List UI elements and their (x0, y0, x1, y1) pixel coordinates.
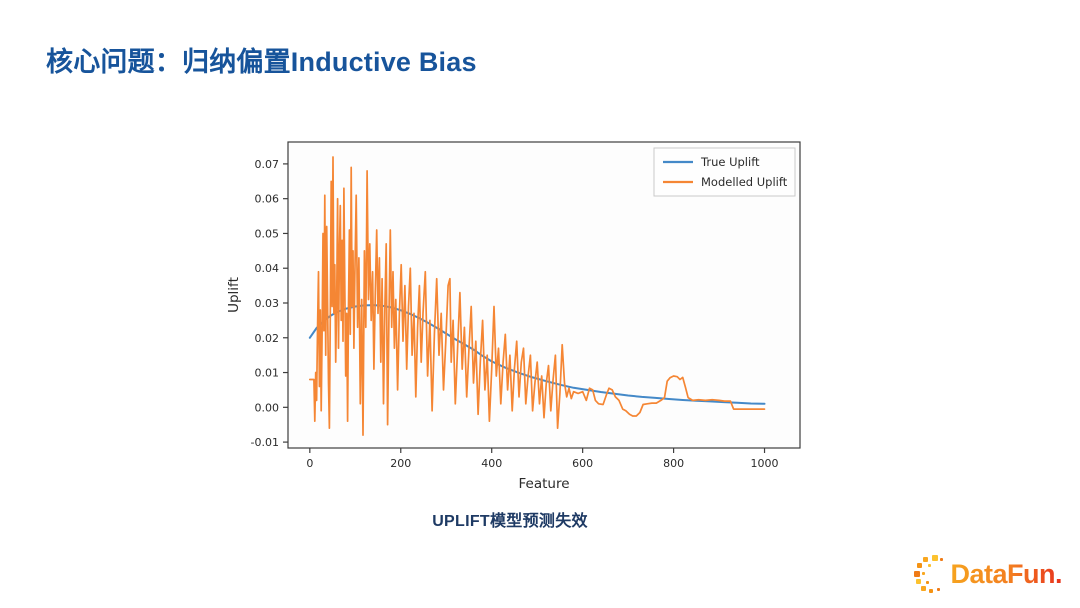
chart-caption: UPLIFT模型预测失效 (432, 513, 588, 530)
y-tick-label: 0.05 (255, 227, 280, 240)
x-tick-label: 800 (663, 457, 684, 470)
legend-label: Modelled Uplift (701, 175, 788, 189)
y-axis-label: Uplift (226, 277, 242, 313)
y-tick-label: 0.00 (255, 401, 280, 414)
uplift-line-chart: 0.07 0.06 0.05 0.04 0.03 0.02 0.01 0.00 -0.01 0 20… (226, 141, 801, 492)
x-axis-label: Feature (518, 476, 569, 492)
y-tick-label: 0.04 (255, 262, 280, 275)
x-tick-label: 400 (481, 457, 502, 470)
datafun-mosaic-icon (914, 555, 948, 593)
y-tick-label: 0.03 (255, 297, 280, 310)
legend-box (653, 147, 796, 197)
x-tick-label: 0 (306, 457, 313, 470)
series-modelled-uplift (308, 156, 766, 436)
x-tick-label: 200 (390, 457, 411, 470)
y-tick-label: 0.01 (255, 367, 280, 380)
uplift-chart-figure: 0.07 0.06 0.05 0.04 0.03 0.02 0.01 0.00 -0.01 0 20… (210, 126, 810, 498)
y-tick-label: -0.01 (251, 436, 279, 449)
y-tick-label: 0.07 (255, 158, 280, 171)
x-tick-label: 600 (572, 457, 593, 470)
legend-label: True Uplift (700, 155, 760, 169)
x-tick-label: 1000 (751, 457, 779, 470)
datafun-logo-text: DataFun. (950, 558, 1062, 589)
slide-title: 核心问题：归纳偏置Inductive Bias (46, 47, 477, 77)
y-tick-label: 0.06 (255, 193, 280, 206)
y-tick-label: 0.02 (255, 332, 280, 345)
datafun-logo: DataFun. (914, 555, 1062, 593)
